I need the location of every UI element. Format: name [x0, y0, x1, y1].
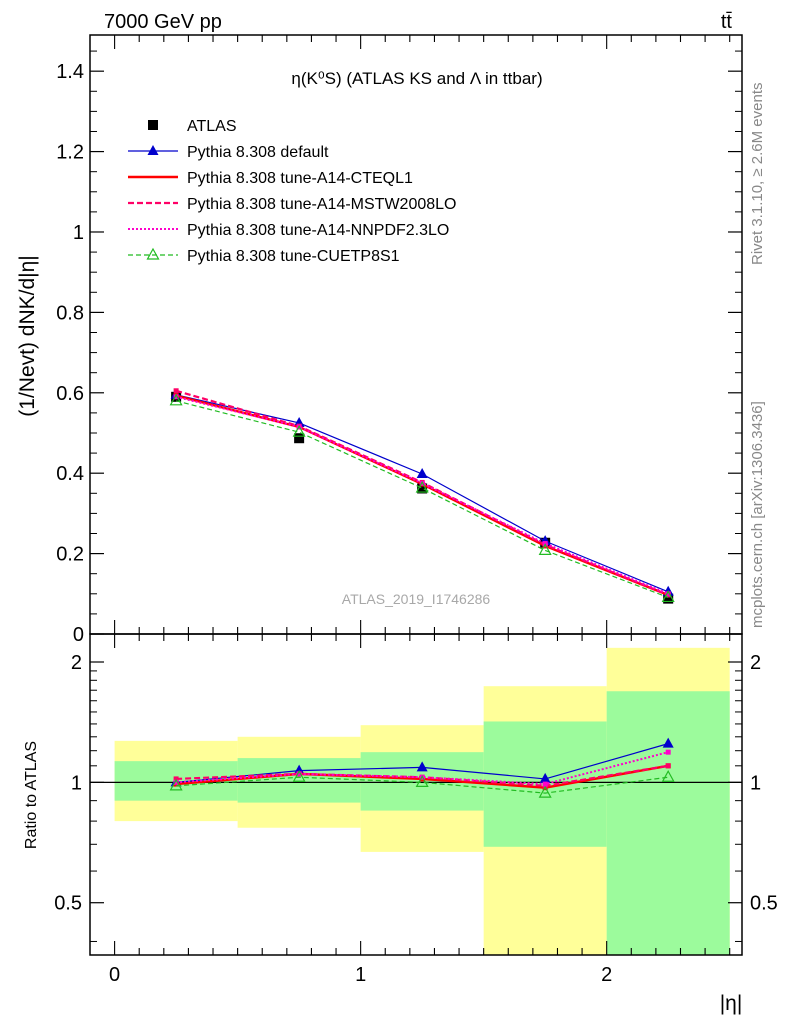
data-point-atlas [294, 433, 305, 444]
main-y-tick-label: 0.2 [56, 544, 84, 566]
main-y-tick-label: 1.4 [56, 61, 84, 83]
y-axis-label-main: (1/Nevt) dNK/d|η| [16, 255, 39, 416]
main-y-tick-label: 0.8 [56, 302, 84, 324]
main-y-tick-label: 1 [73, 222, 84, 244]
ratio-panel: 0.5 0.5 1 1 2 2 0 1 2 Ratio to ATLAS |η| [23, 633, 778, 1015]
ratio-point-cuetp8s1 [415, 775, 429, 787]
ratio-line-cuetp8s1 [176, 776, 669, 794]
data-point-atlas [417, 483, 428, 494]
legend-label-atlas: ATLAS [187, 118, 237, 135]
main-y-tick-label: 1.2 [56, 142, 84, 164]
ratio-point-nnpdf [665, 749, 671, 755]
data-point-cuetp8s1 [415, 480, 429, 493]
ratio-point-nnpdf [296, 771, 302, 777]
ratio-series-cuetp8s1 [169, 769, 675, 798]
ratio-y-tick-label: 0.5 [54, 893, 82, 915]
data-point-nnpdf [665, 591, 671, 597]
ratio-point-default [293, 764, 305, 775]
main-y-tick-label: 0 [73, 624, 84, 646]
ratio-point-cuetp8s1 [538, 785, 552, 798]
series-atlas [171, 391, 674, 604]
main-panel: η(K⁰S) (ATLAS KS and Λ in ttbar) ATLAS_2… [16, 34, 743, 646]
ratio-point-cuetp8s1 [292, 769, 306, 782]
x-axis-label: |η| [720, 992, 743, 1015]
chart-title: η(K⁰S) (ATLAS KS and Λ in ttbar) [291, 69, 542, 88]
ratio-point-mstw [665, 763, 671, 769]
ratio-y-tick-label: 2 [71, 652, 82, 674]
ratio-point-cuetp8s1 [169, 778, 183, 791]
legend-label-cteql1: Pythia 8.308 tune-A14-CTEQL1 [187, 170, 413, 187]
legend-label-mstw: Pythia 8.308 tune-A14-MSTW2008LO [187, 196, 456, 213]
legend-label-nnpdf: Pythia 8.308 tune-A14-NNPDF2.3LO [187, 222, 449, 239]
data-point-nnpdf [173, 394, 179, 400]
data-point-default [416, 467, 428, 478]
ratio-y-tick-label-right: 0.5 [750, 893, 778, 915]
header-right: tt̄ [721, 11, 733, 33]
legend-label-default: Pythia 8.308 default [187, 144, 329, 161]
series-line-nnpdf [175, 395, 669, 595]
legend-marker-atlas [148, 120, 158, 130]
uncertainty-band-inner [606, 691, 730, 955]
ratio-point-default [539, 772, 551, 783]
data-point-mstw [173, 388, 179, 394]
ratio-y-tick-label-right: 1 [750, 772, 761, 794]
legend-label-cuetp8s1: Pythia 8.308 tune-CUETP8S1 [187, 248, 400, 265]
data-point-default [293, 416, 305, 427]
data-point-cuetp8s1 [538, 543, 552, 555]
x-tick-label: 2 [601, 964, 612, 986]
main-y-tick-label: 0.4 [56, 463, 84, 485]
series-line-cuetp8s1 [175, 400, 669, 598]
series-cteql1 [173, 393, 671, 598]
main-y-tick-label: 0.6 [56, 383, 84, 405]
ratio-frame [89, 633, 743, 956]
ratio-point-nnpdf [542, 781, 548, 787]
ratio-point-default [662, 737, 674, 748]
legend-marker-cuetp8s1 [146, 247, 160, 260]
ratio-y-tick-label: 1 [71, 772, 82, 794]
legend-marker-default [147, 145, 159, 155]
ratio-point-nnpdf [173, 779, 179, 785]
x-tick-label: 0 [109, 964, 120, 986]
data-point-cuetp8s1 [292, 424, 306, 437]
side-label-rivet: Rivet 3.1.10, ≥ 2.6M events [749, 83, 766, 266]
header-left: 7000 GeV pp [104, 11, 222, 33]
data-point-cuetp8s1 [169, 393, 183, 406]
ratio-point-cuetp8s1 [661, 769, 675, 782]
data-point-cuetp8s1 [661, 590, 675, 603]
ratio-y-tick-label-right: 2 [750, 652, 761, 674]
y-axis-label-ratio: Ratio to ATLAS [23, 741, 40, 849]
x-tick-label: 1 [355, 964, 366, 986]
series-cuetp8s1 [169, 393, 675, 603]
data-point-atlas [663, 593, 674, 604]
side-label-mcplots: mcplots.cern.ch [arXiv:1306.3436] [749, 401, 766, 628]
analysis-watermark: ATLAS_2019_I1746286 [342, 591, 491, 607]
ratio-point-default [416, 761, 428, 772]
legend: ATLAS Pythia 8.308 default Pythia 8.308 tu… [128, 118, 456, 265]
